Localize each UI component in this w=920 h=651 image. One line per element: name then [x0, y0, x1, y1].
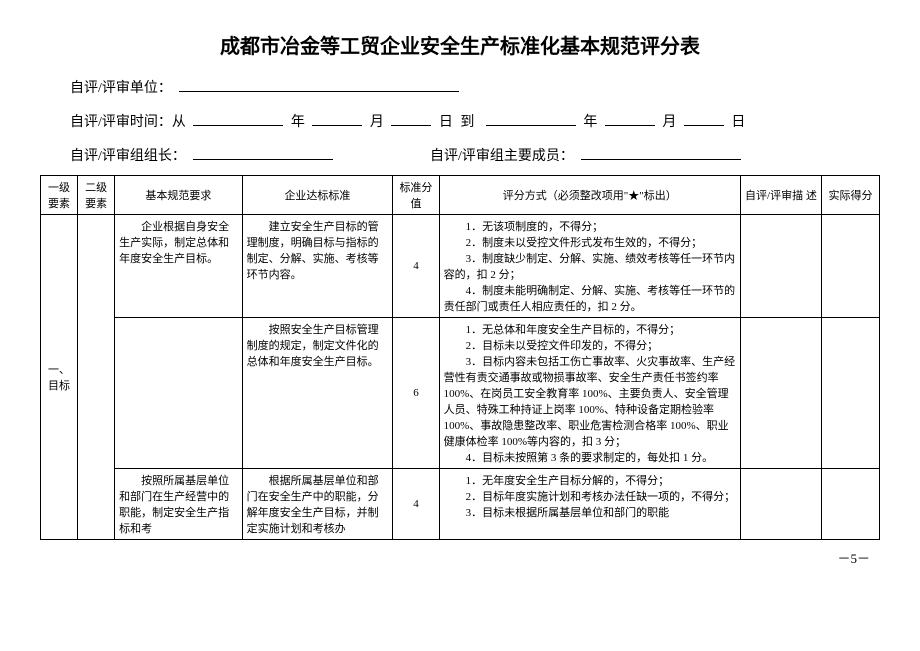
- scoring-table: 一级要素 二级要素 基本规范要求 企业达标标准 标准分值 评分方式（必须整改项用…: [40, 175, 880, 540]
- cell-method: 1．无年度安全生产目标分解的，不得分； 2．目标年度实施计划和考核办法任缺一项的…: [439, 469, 740, 540]
- cell-req: 按照所属基层单位和部门在生产经营中的职能，制定安全生产指标和考: [115, 469, 242, 540]
- th-std: 企业达标标准: [242, 176, 393, 215]
- year-label-2: 年: [583, 115, 597, 130]
- cell-method: 1．无该项制度的，不得分； 2．制度未以受控文件形式发布生效的，不得分； 3．制…: [439, 215, 740, 318]
- th-method: 评分方式（必须整改项用"★"标出）: [439, 176, 740, 215]
- cell-desc[interactable]: [740, 318, 821, 469]
- month-from-input[interactable]: [312, 125, 362, 126]
- cell-req: 企业根据自身安全生产实际，制定总体和年度安全生产目标。: [115, 215, 242, 318]
- cell-std: 根据所属基层单位和部门在安全生产中的职能，分解年度安全生产目标，并制定实施计划和…: [242, 469, 393, 540]
- time-label: 自评/评审时间：从: [70, 115, 186, 130]
- form-unit-line: 自评/评审单位：: [70, 77, 880, 97]
- th-l1: 一级要素: [41, 176, 78, 215]
- members-input[interactable]: [581, 159, 741, 160]
- th-desc: 自评/评审描 述: [740, 176, 821, 215]
- cell-l1: 一、目标: [41, 215, 78, 540]
- cell-method: 1．无总体和年度安全生产目标的，不得分； 2．目标未以受控文件印发的，不得分； …: [439, 318, 740, 469]
- cell-req: [115, 318, 242, 469]
- year-from-input[interactable]: [193, 125, 283, 126]
- cell-std: 建立安全生产目标的管理制度，明确目标与指标的制定、分解、实施、考核等环节内容。: [242, 215, 393, 318]
- form-time-line: 自评/评审时间：从 年 月 日 到 年 月 日: [70, 111, 880, 131]
- year-to-input[interactable]: [486, 125, 576, 126]
- unit-label: 自评/评审单位：: [70, 81, 172, 96]
- cell-desc[interactable]: [740, 215, 821, 318]
- cell-actual[interactable]: [822, 469, 880, 540]
- cell-desc[interactable]: [740, 469, 821, 540]
- cell-std: 按照安全生产目标管理制度的规定，制定文件化的总体和年度安全生产目标。: [242, 318, 393, 469]
- unit-input[interactable]: [179, 91, 459, 92]
- th-req: 基本规范要求: [115, 176, 242, 215]
- to-label: 到: [460, 115, 474, 130]
- month-to-input[interactable]: [605, 125, 655, 126]
- cell-actual[interactable]: [822, 215, 880, 318]
- leader-label: 自评/评审组组长：: [70, 149, 186, 164]
- cell-score: 4: [393, 215, 439, 318]
- page-number: －5－: [40, 548, 870, 567]
- day-from-input[interactable]: [391, 125, 431, 126]
- cell-l2: [78, 215, 115, 540]
- th-l2: 二级要素: [78, 176, 115, 215]
- table-row: 一、目标 企业根据自身安全生产实际，制定总体和年度安全生产目标。 建立安全生产目…: [41, 215, 880, 318]
- leader-input[interactable]: [193, 159, 333, 160]
- doc-title: 成都市冶金等工贸企业安全生产标准化基本规范评分表: [40, 30, 880, 59]
- form-leader-line: 自评/评审组组长： 自评/评审组主要成员：: [70, 145, 880, 165]
- th-score: 标准分值: [393, 176, 439, 215]
- day-label-1: 日: [439, 115, 453, 130]
- day-label-2: 日: [731, 115, 745, 130]
- cell-score: 4: [393, 469, 439, 540]
- month-label-2: 月: [662, 115, 676, 130]
- month-label-1: 月: [370, 115, 384, 130]
- th-actual: 实际得分: [822, 176, 880, 215]
- year-label-1: 年: [291, 115, 305, 130]
- table-row: 按照安全生产目标管理制度的规定，制定文件化的总体和年度安全生产目标。 6 1．无…: [41, 318, 880, 469]
- day-to-input[interactable]: [684, 125, 724, 126]
- members-label: 自评/评审组主要成员：: [430, 149, 574, 164]
- table-header-row: 一级要素 二级要素 基本规范要求 企业达标标准 标准分值 评分方式（必须整改项用…: [41, 176, 880, 215]
- cell-score: 6: [393, 318, 439, 469]
- cell-actual[interactable]: [822, 318, 880, 469]
- table-row: 按照所属基层单位和部门在生产经营中的职能，制定安全生产指标和考 根据所属基层单位…: [41, 469, 880, 540]
